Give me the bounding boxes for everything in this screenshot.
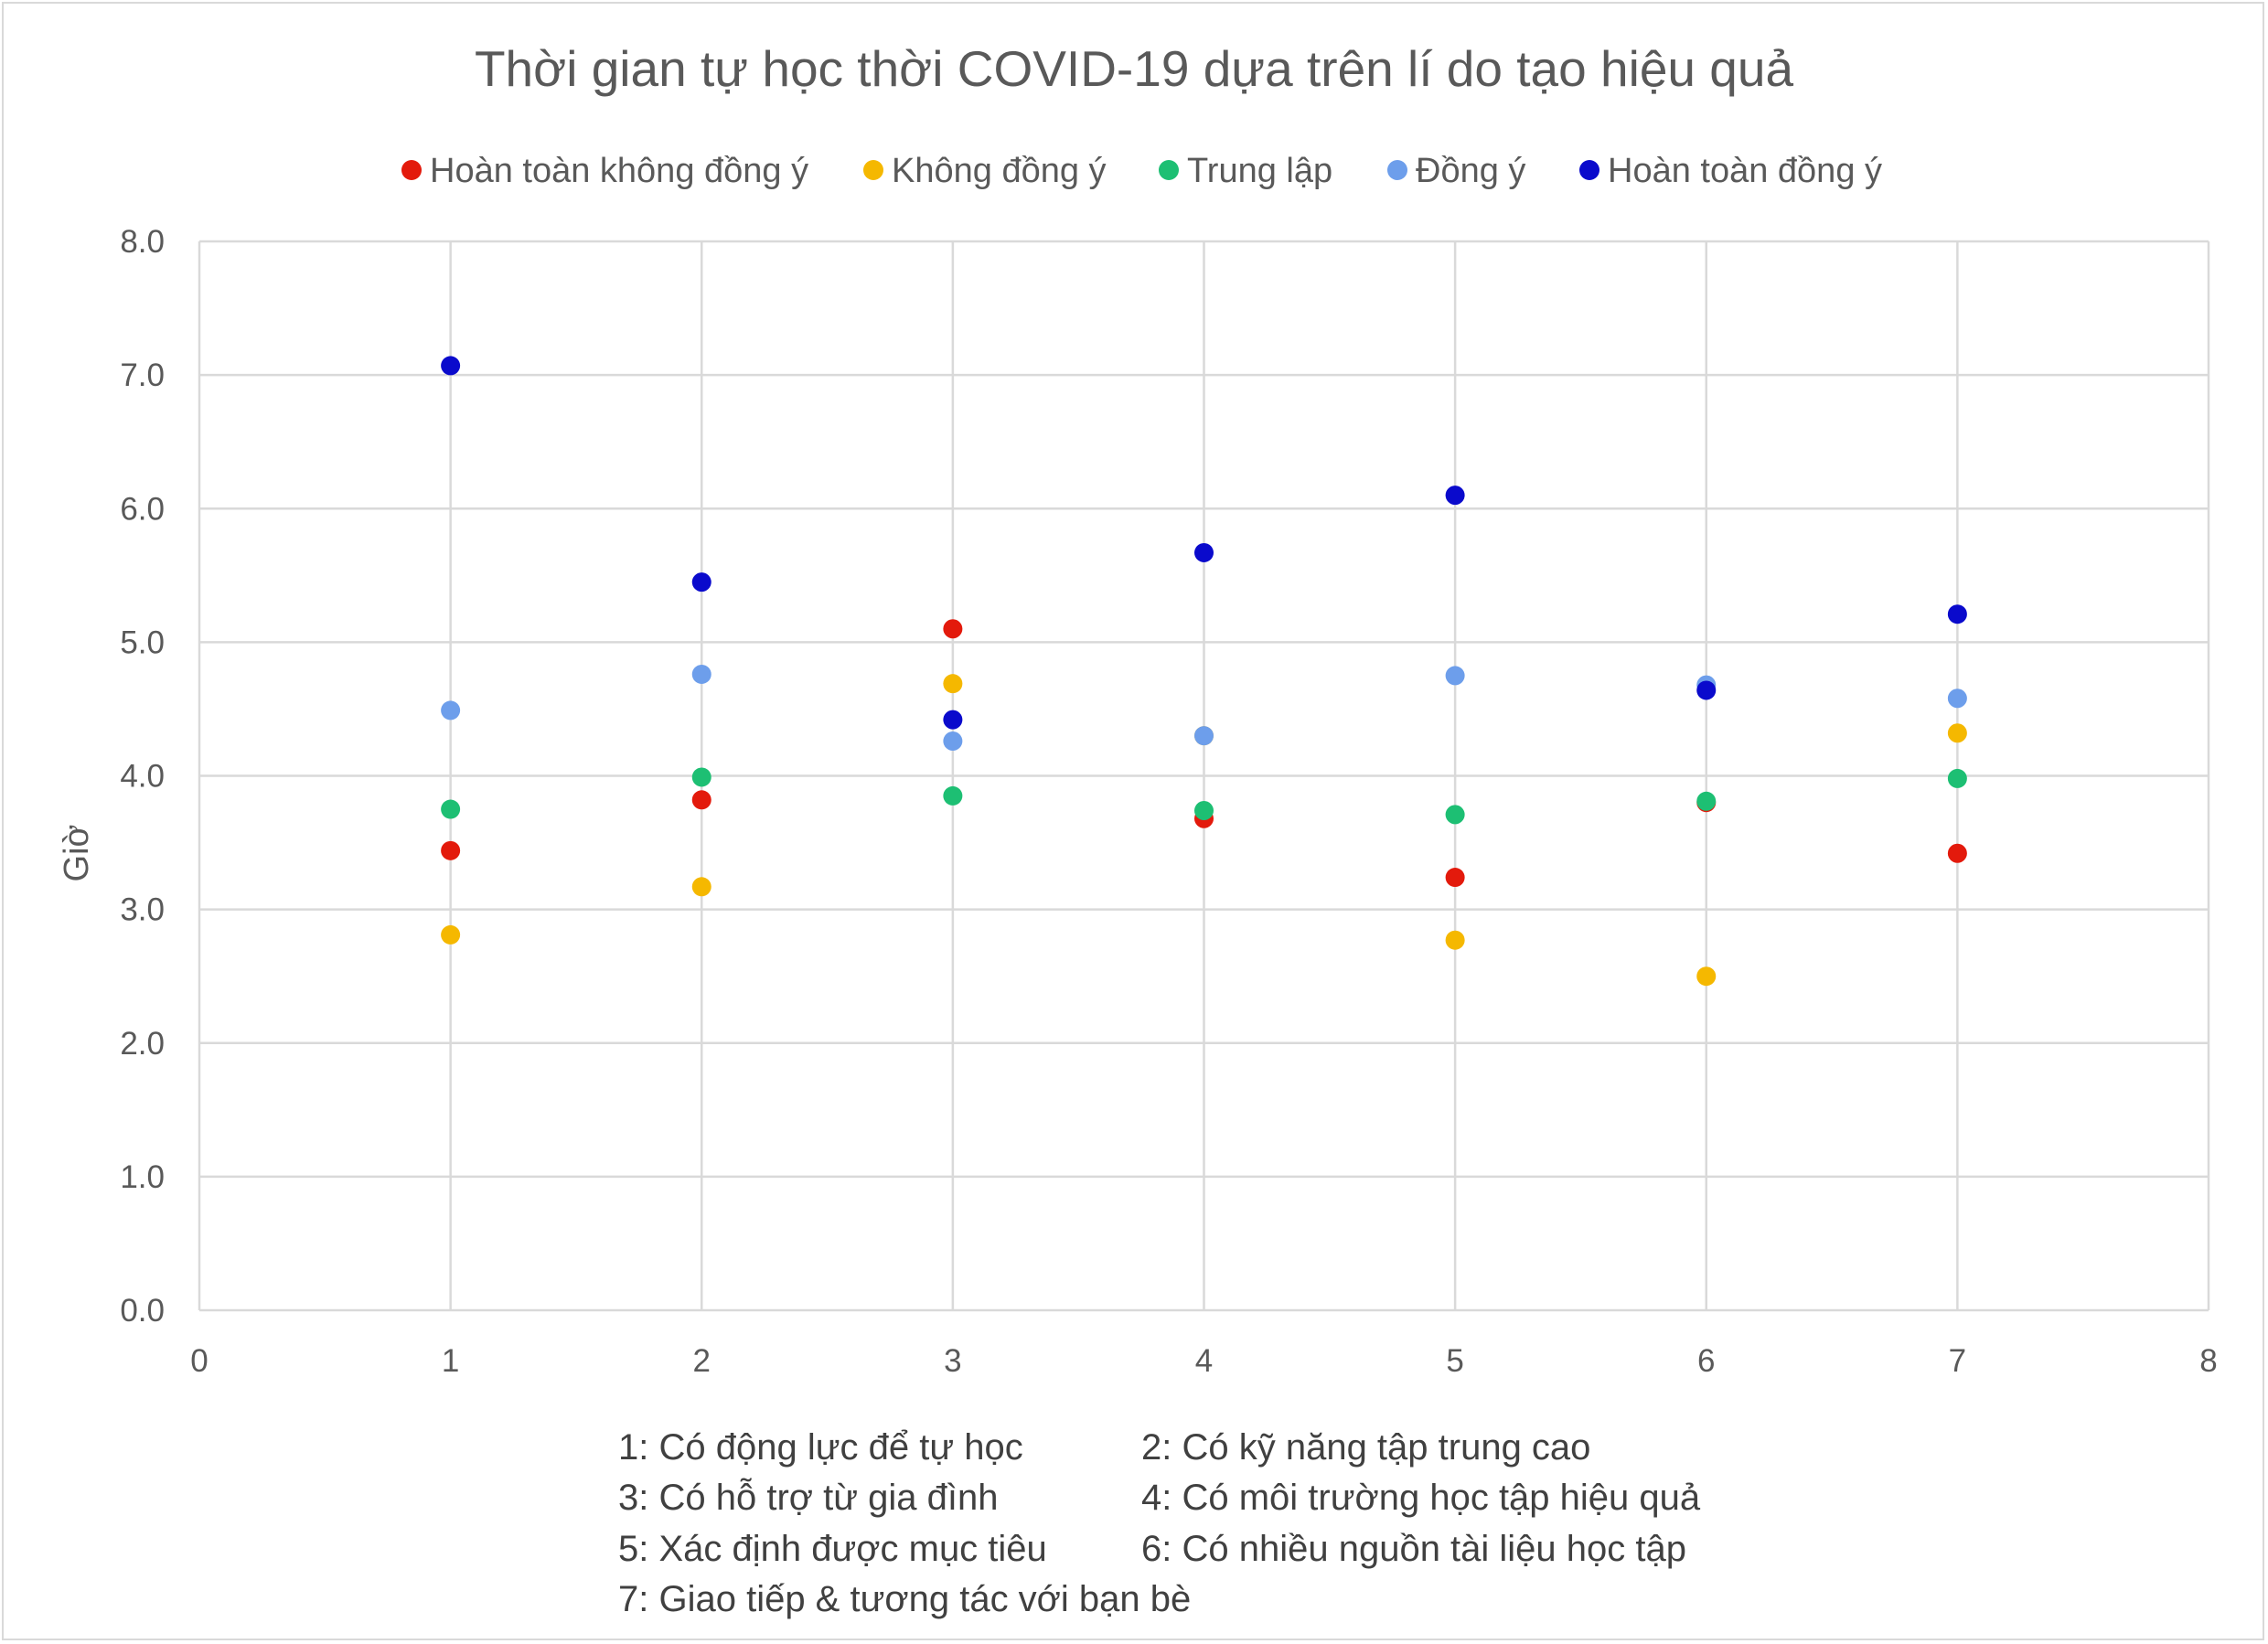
x-axis-ticks: 0 1 2 3 4 5 6 7 8 <box>190 1343 2217 1379</box>
data-point <box>691 767 711 787</box>
x-tick-label: 2 <box>693 1343 711 1379</box>
data-point <box>1696 966 1717 987</box>
legend-label: Đồng ý <box>1416 152 1525 190</box>
y-tick-label: 4.0 <box>120 759 165 795</box>
y-tick-label: 0.0 <box>120 1293 165 1329</box>
data-point <box>441 356 461 376</box>
data-point <box>441 840 461 860</box>
legend-item: Đồng ý <box>1387 152 1525 190</box>
data-point <box>943 619 963 639</box>
data-point <box>1194 726 1214 746</box>
data-point <box>1947 689 1967 709</box>
legend-item: Hoàn toàn đồng ý <box>1579 152 1882 190</box>
grid-lines <box>198 240 2210 1312</box>
data-point <box>691 790 711 810</box>
category-note: 5: Xác định được mục tiêu <box>618 1529 1047 1569</box>
legend-marker <box>1387 160 1407 180</box>
data-point <box>1696 791 1717 811</box>
data-point <box>943 785 963 806</box>
data-point <box>691 664 711 684</box>
data-point <box>691 877 711 897</box>
x-tick-label: 0 <box>190 1343 208 1379</box>
x-tick-label: 6 <box>1697 1343 1715 1379</box>
data-point <box>1445 868 1465 888</box>
category-note: 4: Có môi trường học tập hiệu quả <box>1141 1478 1701 1518</box>
data-point <box>1445 666 1465 686</box>
legend-label: Không đồng ý <box>892 152 1107 190</box>
y-tick-label: 2.0 <box>120 1026 165 1062</box>
category-note: 6: Có nhiều nguồn tài liệu học tập <box>1141 1529 1686 1569</box>
legend-marker <box>1159 160 1179 180</box>
data-point <box>1947 843 1967 863</box>
y-tick-label: 8.0 <box>120 224 165 260</box>
data-point <box>1947 768 1967 788</box>
data-point <box>1696 680 1717 700</box>
legend-label: Hoàn toàn không đồng ý <box>430 152 808 190</box>
y-tick-label: 3.0 <box>120 892 165 928</box>
data-point <box>441 799 461 819</box>
data-point <box>1445 486 1465 506</box>
category-notes: 1: Có động lực để tự học 2: Có kỹ năng tậ… <box>618 1427 1701 1619</box>
y-tick-label: 6.0 <box>120 491 165 527</box>
category-note: 1: Có động lực để tự học <box>618 1427 1023 1468</box>
legend-item: Hoàn toàn không đồng ý <box>401 152 808 190</box>
data-point <box>943 674 963 694</box>
data-point <box>1445 805 1465 825</box>
legend-marker <box>401 160 422 180</box>
category-note: 2: Có kỹ năng tập trung cao <box>1141 1427 1590 1468</box>
data-point <box>1194 542 1214 562</box>
legend-item: Trung lập <box>1159 152 1332 190</box>
series-points <box>441 767 1967 825</box>
data-point <box>441 924 461 945</box>
data-point <box>1194 800 1214 820</box>
chart-legend: Hoàn toàn không đồng ý Không đồng ý Trung … <box>401 152 1882 190</box>
legend-marker <box>863 160 883 180</box>
legend-marker <box>1579 160 1599 180</box>
data-point <box>691 572 711 592</box>
y-tick-label: 5.0 <box>120 625 165 660</box>
data-point <box>441 700 461 721</box>
y-tick-label: 1.0 <box>120 1159 165 1195</box>
data-point <box>1947 723 1967 743</box>
data-points <box>441 356 1967 987</box>
category-note: 7: Giao tiếp & tương tác với bạn bè <box>618 1579 1191 1619</box>
data-point <box>943 710 963 730</box>
x-tick-label: 5 <box>1446 1343 1463 1379</box>
data-point <box>1445 930 1465 950</box>
y-axis-label: Giờ <box>58 825 96 882</box>
x-tick-label: 7 <box>1949 1343 1966 1379</box>
x-tick-label: 4 <box>1195 1343 1213 1379</box>
legend-item: Không đồng ý <box>863 152 1107 190</box>
series-points <box>441 664 1967 752</box>
data-point <box>1947 604 1967 625</box>
legend-label: Trung lập <box>1187 152 1332 190</box>
legend-label: Hoàn toàn đồng ý <box>1608 152 1882 190</box>
x-tick-label: 3 <box>944 1343 961 1379</box>
y-tick-label: 7.0 <box>120 358 165 393</box>
chart-title: Thời gian tự học thời COVID-19 dựa trên … <box>475 40 1793 97</box>
series-points <box>441 619 1967 888</box>
category-note: 3: Có hỗ trợ từ gia đình <box>618 1477 998 1518</box>
x-tick-label: 8 <box>2199 1343 2217 1379</box>
y-axis-ticks: 0.0 1.0 2.0 3.0 4.0 5.0 6.0 7.0 8.0 <box>120 224 165 1329</box>
series-points <box>441 356 1967 730</box>
x-tick-label: 1 <box>442 1343 459 1379</box>
data-point <box>943 731 963 752</box>
